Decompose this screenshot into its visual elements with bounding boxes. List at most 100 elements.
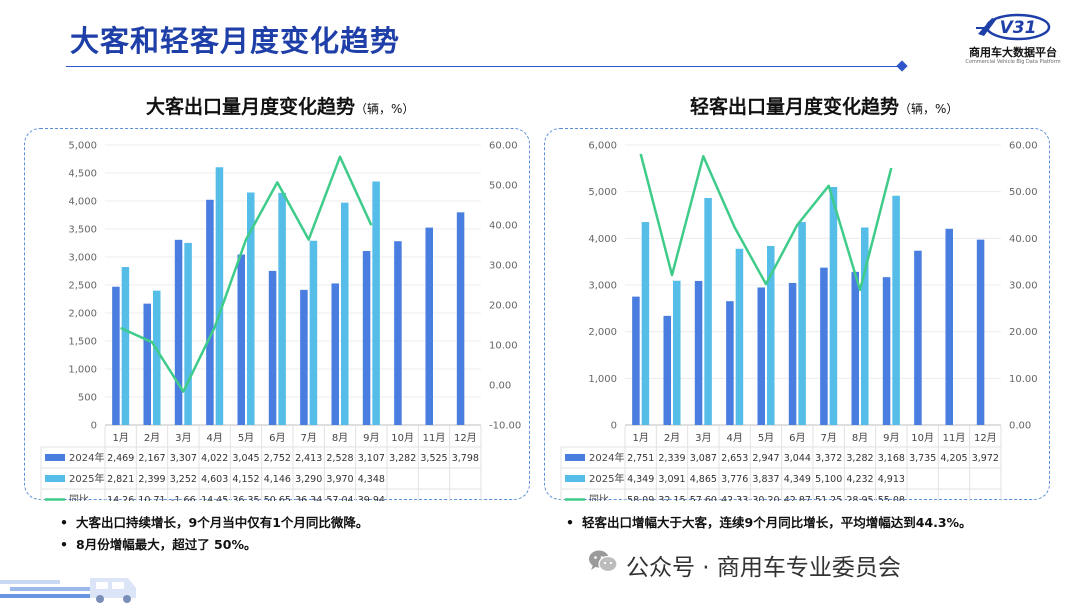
y2-tick-label: 10.00 xyxy=(1009,374,1038,385)
table-cell: 4,146 xyxy=(264,474,291,485)
bar-2025 xyxy=(153,290,161,425)
yoy-line xyxy=(639,153,893,292)
chart-frame-bus: 0 500 1,000 1,500 2,000 2,500 3,000 3,500 4,000 4… xyxy=(24,128,530,501)
x-tick-label: 4月 xyxy=(206,432,222,444)
chart-title-bus: 大客出口量月度变化趋势（辆，%） xyxy=(146,92,414,119)
bar-2024 xyxy=(632,296,640,425)
table-cell: 3,282 xyxy=(846,453,873,464)
table-cell: 2,339 xyxy=(658,453,685,464)
table-cell: 2,469 xyxy=(107,453,134,464)
legend-swatch xyxy=(565,475,585,482)
footer-credit: 公众号 · 商用车专业委员会 xyxy=(626,555,901,581)
legend-swatch xyxy=(565,454,585,461)
y-tick-label: 0 xyxy=(611,421,617,432)
table-cell: 4,349 xyxy=(627,474,654,485)
bar-2024 xyxy=(820,267,828,425)
table-cell: 3,776 xyxy=(721,474,748,485)
van-export-chart: 0 1,000 2,000 3,000 4,000 5,000 6,000 0.00 10.00… xyxy=(560,141,1038,501)
title-divider xyxy=(66,66,902,67)
table-cell: 3,045 xyxy=(232,453,259,464)
table-cell: 3,837 xyxy=(752,474,779,485)
y-tick-label: 4,000 xyxy=(68,197,97,208)
x-tick-label: 5月 xyxy=(238,432,254,444)
x-tick-label: 10月 xyxy=(911,432,934,444)
y2-tick-label: 50.00 xyxy=(1009,187,1038,198)
note-item: 8月份增幅最大，超过了 50%。 xyxy=(56,536,368,558)
table-cell: 2,167 xyxy=(138,453,165,464)
table-cell: 3,087 xyxy=(690,453,717,464)
bar-2024 xyxy=(394,241,402,425)
table-cell: 14.26 xyxy=(107,495,134,501)
table-cell: 2,528 xyxy=(326,453,353,464)
y-tick-label: 5,000 xyxy=(68,141,97,152)
y2-tick-label: 60.00 xyxy=(489,141,518,152)
bar-2024 xyxy=(268,270,277,425)
x-tick-label: 9月 xyxy=(883,432,899,444)
table-cell: 2,413 xyxy=(295,453,322,464)
table-cell: 4,865 xyxy=(690,474,717,485)
bar-2024 xyxy=(694,280,703,425)
bar-2025 xyxy=(861,227,869,425)
y2-tick-label: 10.00 xyxy=(489,341,518,352)
speed-lines-decoration xyxy=(0,578,136,603)
x-tick-label: 7月 xyxy=(820,432,836,444)
bar-2024 xyxy=(174,239,183,425)
table-cell: 42.87 xyxy=(784,495,811,501)
chart-title-unit: （辆，%） xyxy=(355,102,415,116)
page-title: 大客和轻客月度变化趋势 xyxy=(70,24,401,58)
x-tick-label: 8月 xyxy=(332,432,348,444)
bar-2025 xyxy=(372,181,380,425)
table-cell: 36.35 xyxy=(232,495,259,501)
x-tick-label: 2月 xyxy=(144,432,160,444)
y-tick-label: 4,000 xyxy=(588,234,617,245)
table-cell: 51.25 xyxy=(815,495,842,501)
bar-2025 xyxy=(829,187,838,425)
bar-2025 xyxy=(184,242,192,425)
x-tick-label: 3月 xyxy=(175,432,191,444)
table-cell: 2,752 xyxy=(264,453,291,464)
table-cell: 4,913 xyxy=(878,474,905,485)
bar-2024 xyxy=(362,251,371,425)
y-tick-label: 3,000 xyxy=(68,253,97,264)
y2-tick-label: 50.00 xyxy=(489,181,518,192)
bar-2024 xyxy=(456,212,465,425)
table-cell: 14.45 xyxy=(201,495,228,501)
y-tick-label: 0 xyxy=(91,421,97,432)
x-tick-label: 1月 xyxy=(632,432,648,444)
legend-label: 同比 xyxy=(589,494,609,501)
wechat-icon xyxy=(589,550,618,573)
bar-2024 xyxy=(237,254,245,425)
v31-logo-icon: V31 xyxy=(976,13,1051,41)
bar-2024 xyxy=(206,199,214,425)
logo-name-en: Commercial Vehicle Big Data Platform xyxy=(965,59,1061,65)
bar-2024 xyxy=(788,282,797,425)
x-tick-label: 11月 xyxy=(943,432,966,444)
bar-2024 xyxy=(945,228,953,425)
y-tick-label: 1,000 xyxy=(68,365,97,376)
table-cell: 55.08 xyxy=(878,495,905,501)
y-tick-label: 3,000 xyxy=(588,281,617,292)
table-cell: 32.15 xyxy=(658,495,685,501)
y2-tick-label: 30.00 xyxy=(489,261,518,272)
table-cell: 3,252 xyxy=(170,474,197,485)
table-cell: 28.95 xyxy=(846,495,873,501)
bar-2025 xyxy=(767,245,775,425)
y-tick-label: 3,500 xyxy=(68,225,97,236)
bar-2024 xyxy=(914,250,922,425)
table-cell: 57.60 xyxy=(690,495,717,501)
y-tick-label: 500 xyxy=(78,393,97,404)
table-cell: 3,282 xyxy=(389,453,416,464)
y2-tick-label: 60.00 xyxy=(1009,141,1038,152)
table-cell: 2,821 xyxy=(107,474,134,485)
yoy-line xyxy=(120,155,373,393)
y2-tick-label: 30.00 xyxy=(1009,281,1038,292)
x-tick-label: 2月 xyxy=(664,432,680,444)
bar-2025 xyxy=(892,195,900,425)
table-cell: 39.94 xyxy=(358,495,385,501)
y2-tick-label: 0.00 xyxy=(489,381,511,392)
bar-2024 xyxy=(851,271,859,425)
table-cell: 3,735 xyxy=(909,453,936,464)
y-tick-label: 2,000 xyxy=(68,309,97,320)
table-cell: 50.65 xyxy=(264,495,291,501)
van-notes: 轻客出口增幅大于大客，连续9个月同比增长，平均增幅达到44.3%。 xyxy=(562,514,972,536)
